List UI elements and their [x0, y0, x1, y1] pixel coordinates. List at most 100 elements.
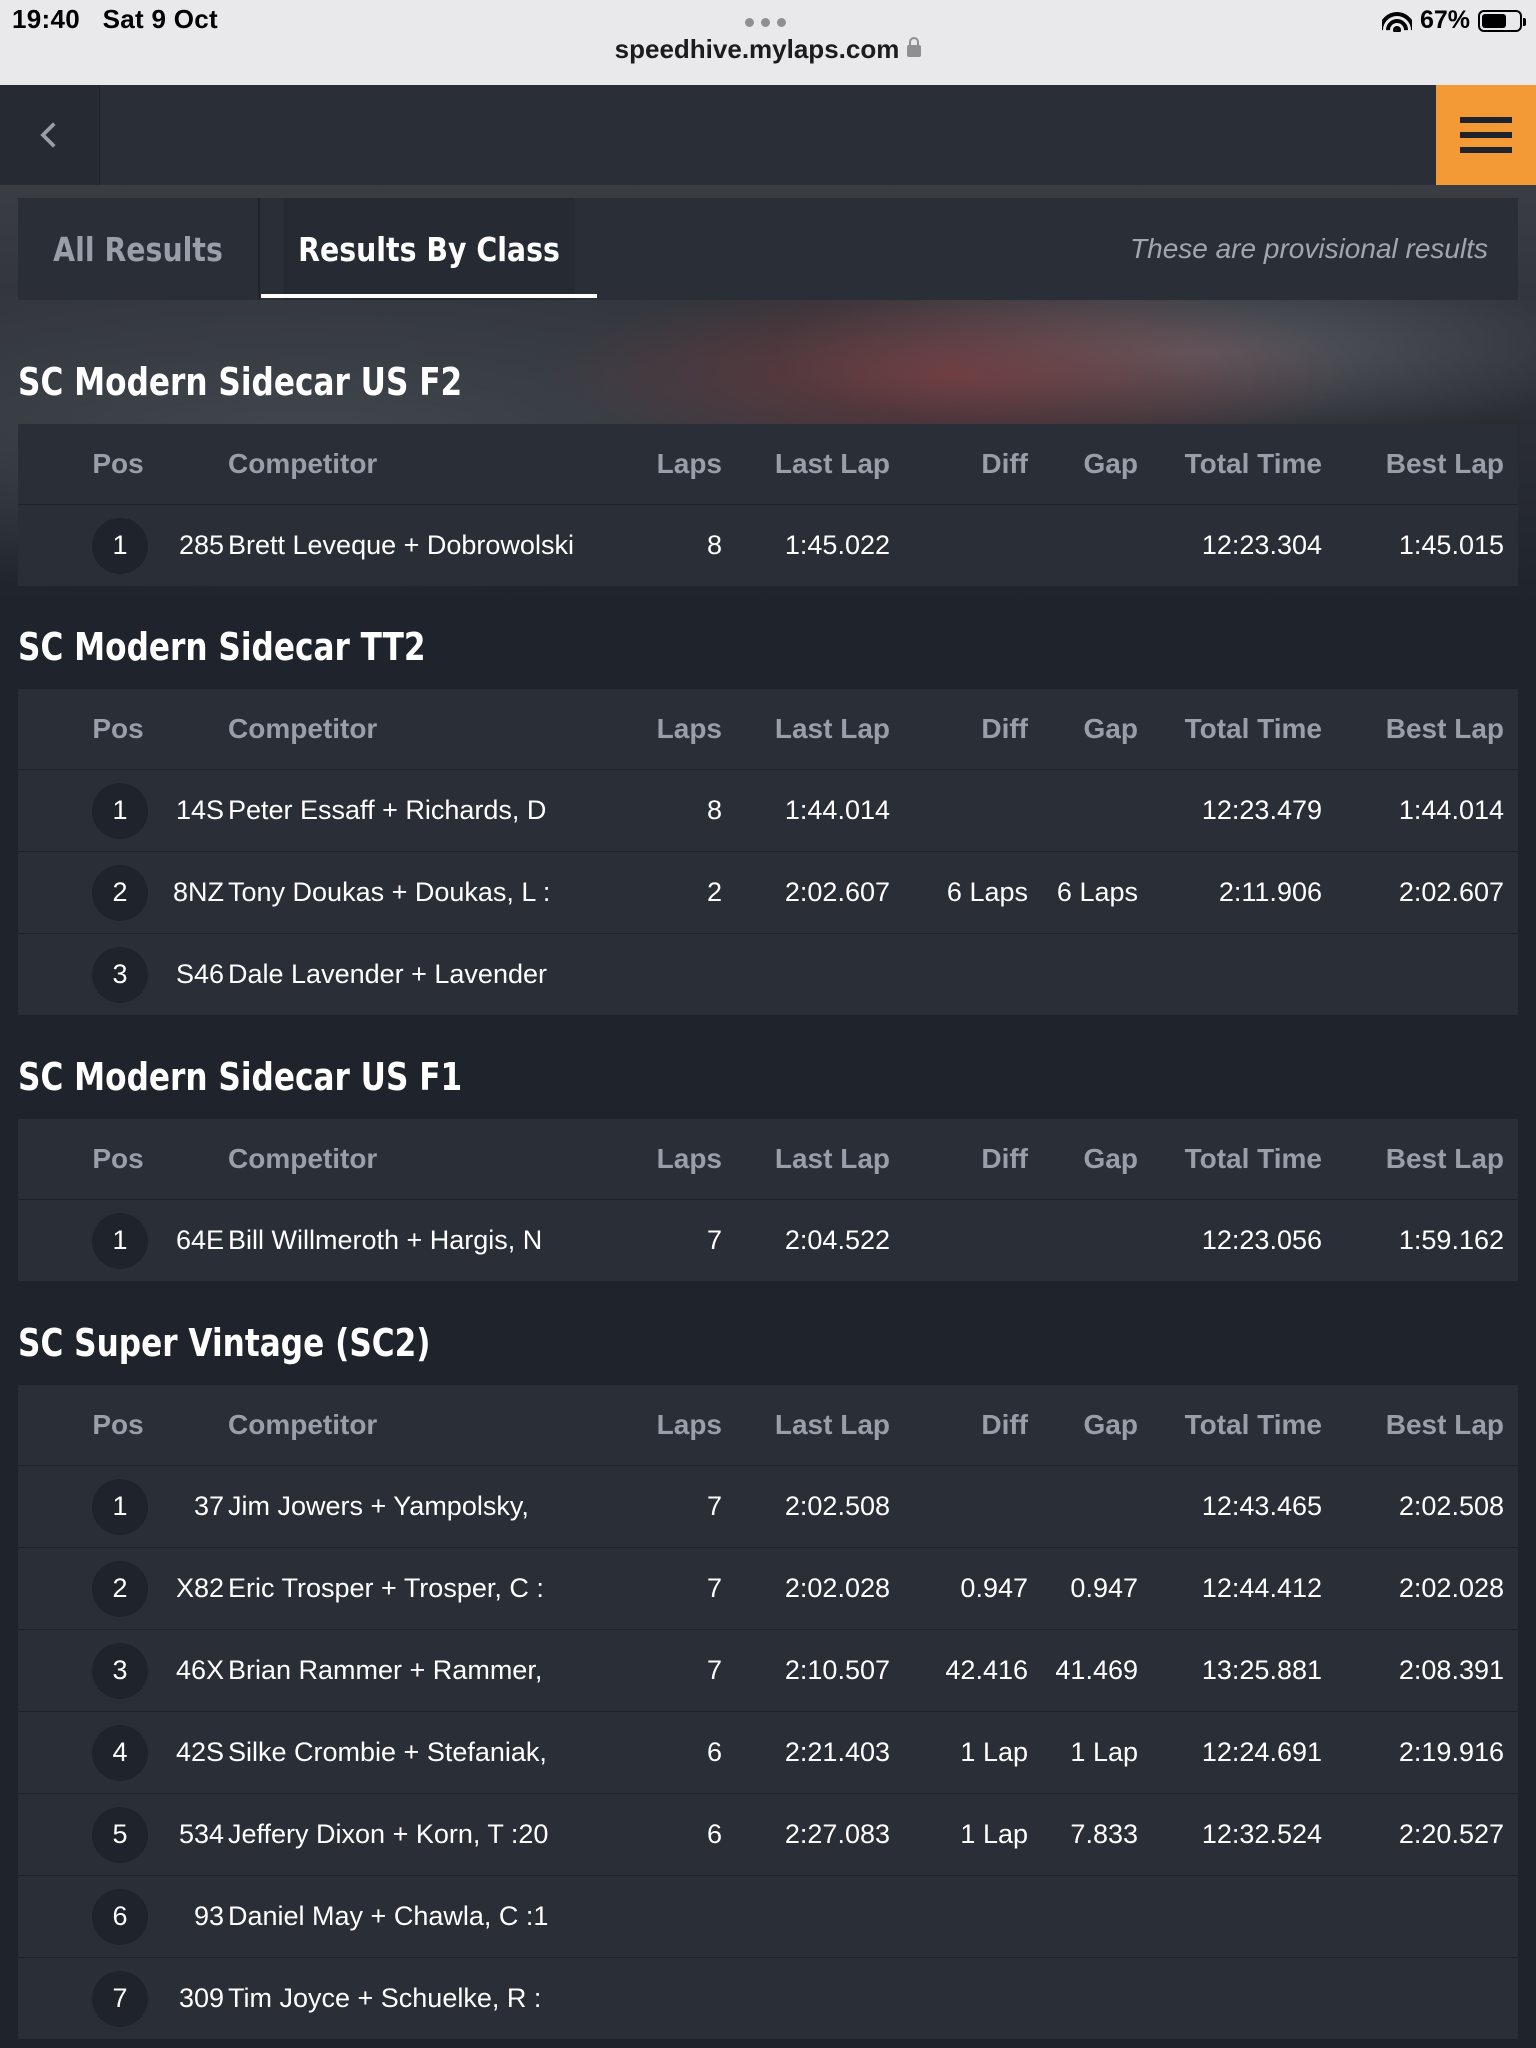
- table-row[interactable]: 1 14S Peter Essaff + Richards, D 8 1:44.014 1…: [18, 769, 1518, 851]
- class-title: SC Modern Sidecar TT2: [18, 625, 426, 669]
- column-header-diff[interactable]: Diff: [981, 1409, 1028, 1440]
- laps-cell: 6: [706, 1737, 722, 1767]
- best-lap-cell: 2:02.607: [1398, 877, 1504, 907]
- tab-divider: [258, 198, 260, 300]
- column-header-total-time[interactable]: Total Time: [1184, 1143, 1322, 1174]
- hamburger-menu-button[interactable]: [1436, 85, 1536, 185]
- position-cell: 4: [80, 1712, 160, 1793]
- column-header-total-time[interactable]: Total Time: [1184, 448, 1322, 479]
- address-bar[interactable]: speedhive.mylaps.com: [0, 34, 1536, 65]
- chevron-left-icon: [39, 122, 56, 148]
- last-lap-cell: [728, 1958, 890, 2039]
- column-header-laps[interactable]: Laps: [656, 713, 722, 744]
- status-indicators: 67%: [1381, 6, 1526, 35]
- position-cell: 3: [80, 1630, 160, 1711]
- competitor-name-cell: Silke Crombie + Stefaniak,: [228, 1712, 608, 1793]
- gap-cell: [1028, 1200, 1138, 1281]
- total-time-cell: 12:43.465: [1201, 1491, 1322, 1521]
- best-lap-cell: 1:45.015: [1398, 530, 1504, 560]
- diff-cell: [898, 1958, 1028, 2039]
- laps-cell: 7: [706, 1225, 722, 1255]
- column-header-diff[interactable]: Diff: [981, 448, 1028, 479]
- position-badge: 4: [92, 1724, 148, 1781]
- column-header-last-lap[interactable]: Last Lap: [774, 713, 890, 744]
- last-lap-cell: [728, 1876, 890, 1957]
- column-header-best-lap[interactable]: Best Lap: [1385, 1409, 1504, 1440]
- multitask-dots-icon[interactable]: [745, 18, 786, 27]
- position-cell: 2: [80, 852, 160, 933]
- column-header-competitor[interactable]: Competitor: [228, 448, 378, 479]
- last-lap-cell: 1:45.022: [784, 530, 890, 560]
- column-header-pos[interactable]: Pos: [92, 713, 144, 744]
- diff-cell: [898, 1876, 1028, 1957]
- total-time-cell: 2:11.906: [1218, 877, 1322, 907]
- column-header-laps[interactable]: Laps: [656, 448, 722, 479]
- laps-cell: [618, 1958, 722, 2039]
- tab-results-by-class[interactable]: Results By Class: [283, 198, 575, 300]
- column-header-competitor[interactable]: Competitor: [228, 1409, 378, 1440]
- column-header-competitor[interactable]: Competitor: [228, 1143, 378, 1174]
- table-row[interactable]: 3 S46 Dale Lavender + Lavender: [18, 933, 1518, 1015]
- column-header-pos[interactable]: Pos: [92, 448, 144, 479]
- tab-all-results[interactable]: All Results: [53, 229, 223, 269]
- table-row[interactable]: 2 X82 Eric Trosper + Trosper, C : 7 2:02.028…: [18, 1547, 1518, 1629]
- diff-cell: 1 Lap: [960, 1737, 1028, 1767]
- table-row[interactable]: 1 285 Brett Leveque + Dobrowolski 8 1:45.022…: [18, 504, 1518, 586]
- laps-cell: 7: [706, 1573, 722, 1603]
- column-header-best-lap[interactable]: Best Lap: [1385, 713, 1504, 744]
- back-button[interactable]: [0, 85, 100, 185]
- column-header-last-lap[interactable]: Last Lap: [774, 448, 890, 479]
- column-header-gap[interactable]: Gap: [1083, 1409, 1138, 1440]
- column-header-diff[interactable]: Diff: [981, 1143, 1028, 1174]
- position-badge: 1: [92, 1212, 148, 1269]
- table-row[interactable]: 5 534 Jeffery Dixon + Korn, T :20 6 2:27.083…: [18, 1793, 1518, 1875]
- column-header-total-time[interactable]: Total Time: [1184, 1409, 1322, 1440]
- position-cell: 5: [80, 1794, 160, 1875]
- column-header-laps[interactable]: Laps: [656, 1409, 722, 1440]
- competitor-name-cell: Brian Rammer + Rammer,: [228, 1630, 608, 1711]
- table-row[interactable]: 1 64E Bill Willmeroth + Hargis, N 7 2:04.522…: [18, 1199, 1518, 1281]
- table-row[interactable]: 3 46X Brian Rammer + Rammer, 7 2:10.507 42.41…: [18, 1629, 1518, 1711]
- column-header-best-lap[interactable]: Best Lap: [1385, 1143, 1504, 1174]
- table-header: Pos Competitor Laps Last Lap Diff Gap Total Ti…: [18, 1119, 1518, 1199]
- column-header-competitor[interactable]: Competitor: [228, 713, 378, 744]
- column-header-best-lap[interactable]: Best Lap: [1385, 448, 1504, 479]
- diff-cell: [898, 1200, 1028, 1281]
- table-row[interactable]: 4 42S Silke Crombie + Stefaniak, 6 2:21.403 1…: [18, 1711, 1518, 1793]
- diff-cell: 42.416: [945, 1655, 1028, 1685]
- table-row[interactable]: 1 37 Jim Jowers + Yampolsky, 7 2:02.508 12:43…: [18, 1465, 1518, 1547]
- column-header-last-lap[interactable]: Last Lap: [774, 1409, 890, 1440]
- last-lap-cell: 2:10.507: [784, 1655, 890, 1685]
- best-lap-cell: 2:19.916: [1398, 1737, 1504, 1767]
- column-header-last-lap[interactable]: Last Lap: [774, 1143, 890, 1174]
- table-row[interactable]: 6 93 Daniel May + Chawla, C :1: [18, 1875, 1518, 1957]
- status-bar: 19:40 Sat 9 Oct speedhive.mylaps.com 67%: [0, 0, 1536, 85]
- competitor-number: X82: [175, 1573, 224, 1603]
- column-header-pos[interactable]: Pos: [92, 1143, 144, 1174]
- column-header-gap[interactable]: Gap: [1083, 1143, 1138, 1174]
- competitor-name: Brian Rammer + Rammer,: [228, 1655, 543, 1685]
- diff-cell: [898, 1466, 1028, 1547]
- table-row[interactable]: 2 8NZ Tony Doukas + Doukas, L : 2 2:02.607 6 …: [18, 851, 1518, 933]
- position-cell: 7: [80, 1958, 160, 2039]
- competitor-number: 285: [178, 530, 224, 560]
- diff-cell: [898, 505, 1028, 586]
- best-lap-cell: 2:02.508: [1398, 1491, 1504, 1521]
- diff-cell: 1 Lap: [960, 1819, 1028, 1849]
- competitor-name-cell: Brett Leveque + Dobrowolski: [228, 505, 608, 586]
- column-header-gap[interactable]: Gap: [1083, 448, 1138, 479]
- total-time-cell: 12:23.304: [1201, 530, 1322, 560]
- column-header-diff[interactable]: Diff: [981, 713, 1028, 744]
- column-header-laps[interactable]: Laps: [656, 1143, 722, 1174]
- battery-percent: 67%: [1419, 6, 1470, 34]
- total-time-cell: 12:32.524: [1201, 1819, 1322, 1849]
- competitor-number: 42S: [175, 1737, 224, 1767]
- competitor-number: 64E: [175, 1225, 224, 1255]
- column-header-gap[interactable]: Gap: [1083, 713, 1138, 744]
- table-row[interactable]: 7 309 Tim Joyce + Schuelke, R :: [18, 1957, 1518, 2039]
- last-lap-cell: 2:02.607: [784, 877, 890, 907]
- total-time-cell: [1148, 1958, 1322, 2039]
- competitor-name-cell: Bill Willmeroth + Hargis, N: [228, 1200, 608, 1281]
- column-header-pos[interactable]: Pos: [92, 1409, 144, 1440]
- column-header-total-time[interactable]: Total Time: [1184, 713, 1322, 744]
